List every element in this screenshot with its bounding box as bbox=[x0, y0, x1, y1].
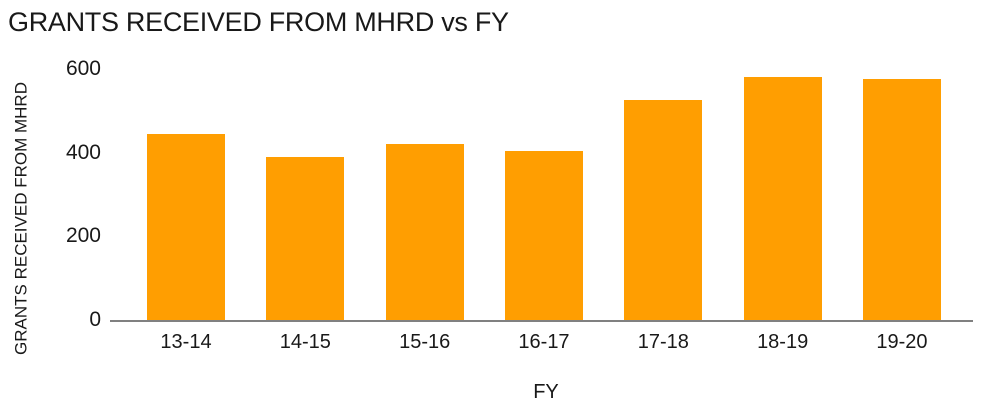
bar-14-15 bbox=[266, 156, 345, 322]
x-tick-label-14-15: 14-15 bbox=[279, 331, 331, 353]
bar-18-19 bbox=[743, 77, 822, 322]
y-tick-label-0: 0 bbox=[89, 308, 101, 331]
bar-19-20 bbox=[862, 79, 941, 322]
chart-title: GRANTS RECEIVED FROM MHRD vs FY bbox=[8, 7, 509, 37]
y-tick-label-400: 400 bbox=[65, 140, 101, 164]
bar-16-17 bbox=[504, 150, 583, 322]
y-tick-label-200: 200 bbox=[65, 224, 101, 248]
y-tick-label-600: 600 bbox=[65, 57, 101, 80]
x-tick-label-15-16: 15-16 bbox=[399, 331, 451, 353]
bar-13-14 bbox=[147, 133, 225, 322]
bar-15-16 bbox=[385, 144, 464, 322]
x-axis-line bbox=[110, 320, 973, 322]
x-axis-title: FY bbox=[533, 381, 559, 403]
x-tick-label-18-19: 18-19 bbox=[757, 331, 809, 353]
x-tick-label-13-14: 13-14 bbox=[160, 331, 212, 353]
x-tick-label-17-18: 17-18 bbox=[637, 331, 689, 353]
bar-17-18 bbox=[624, 100, 703, 322]
x-tick-label-16-17: 16-17 bbox=[518, 331, 570, 353]
x-tick-label-19-20: 19-20 bbox=[876, 331, 928, 353]
